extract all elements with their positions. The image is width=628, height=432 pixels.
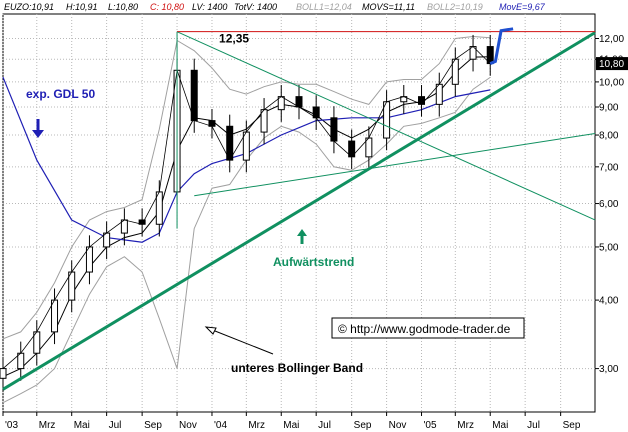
y-axis-ticks: 3,004,005,006,007,008,009,0010,0011,0012…	[595, 34, 624, 375]
header-move: MovE=9,67	[499, 2, 546, 12]
header-bg	[0, 0, 628, 13]
x-tick-label: Sep	[144, 420, 162, 431]
x-axis-ticks: '03 Mrz Mai Jul Sep Nov '04 Mrz Mai Jul Sep Nov '05 M…	[2, 412, 581, 431]
header-totv: TotV: 1400	[234, 2, 277, 12]
x-tick-label: Jul	[527, 420, 540, 431]
candle-body	[155, 191, 163, 225]
y-tick-label: 12,00	[599, 34, 624, 45]
header-movs: MOVS=11,11	[362, 2, 415, 12]
candle-body	[365, 137, 373, 158]
x-tick-label: Mrz	[248, 420, 265, 431]
ema-label: exp. GDL 50	[26, 87, 95, 101]
x-tick-label: Mrz	[457, 420, 474, 431]
header-lv: LV: 1400	[192, 2, 227, 12]
ema-arrow-icon	[32, 119, 44, 138]
candle-body	[190, 69, 198, 122]
x-tick-label: Mai	[492, 420, 508, 431]
trend-line	[176, 31, 596, 221]
candle-body	[330, 117, 338, 142]
y-tick-label: 3,00	[599, 364, 619, 375]
header-boll2: BOLL2=10,19	[427, 2, 483, 12]
candle-body	[226, 125, 234, 161]
x-tick-label: Mrz	[39, 420, 56, 431]
trend-label: Aufwärtstrend	[273, 255, 354, 269]
y-tick-label: 4,00	[599, 296, 619, 307]
x-tick-label: Jul	[109, 420, 122, 431]
candle-body	[51, 299, 59, 333]
x-tick-label: '04	[214, 420, 227, 431]
x-tick-label: Jul	[318, 420, 331, 431]
plot-frame	[2, 13, 596, 413]
candle-body	[68, 271, 76, 301]
y-tick-label: 10,00	[599, 77, 624, 88]
forecast-line	[489, 27, 514, 65]
last-close-value: 10,80	[599, 59, 624, 70]
x-tick-label: Mai	[283, 420, 299, 431]
y-tick-label: 6,00	[599, 199, 619, 210]
last-close-tag: 10,80	[596, 57, 628, 71]
peak-label: 12,35	[219, 32, 249, 46]
source-box: © http://www.godmode-trader.de	[331, 317, 525, 339]
candle-body	[260, 109, 268, 133]
header-low: L:10,80	[108, 2, 138, 12]
x-tick-label: '03	[5, 420, 18, 431]
header-boll1: BOLL1=12,04	[296, 2, 352, 12]
trend-line	[2, 31, 596, 391]
header-close: C: 10,80	[150, 2, 184, 12]
header-high: H:10,91	[66, 2, 98, 12]
bollinger-label: unteres Bollinger Band	[231, 361, 363, 375]
y-tick-label: 7,00	[599, 162, 619, 173]
header-legend: EUZ O:10,91 H:10,91 L:10,80 C: 10,80 LV:…	[4, 2, 546, 12]
candle-body	[383, 101, 391, 139]
header-open: O:10,91	[22, 2, 54, 12]
y-tick-label: 9,00	[599, 102, 619, 113]
ema-line	[2, 76, 491, 243]
source-url: © http://www.godmode-trader.de	[338, 322, 511, 336]
bollinger-upper-line	[2, 35, 491, 340]
price-path	[2, 46, 491, 369]
candle-body	[17, 352, 25, 370]
bollinger-arrow-icon	[204, 326, 274, 355]
source-box-frame	[331, 317, 525, 339]
x-tick-label: Nov	[389, 420, 407, 431]
header-symbol: EUZ	[4, 2, 23, 12]
x-tick-label: Nov	[179, 420, 197, 431]
candle-body	[85, 246, 93, 273]
grid-lines	[2, 14, 595, 412]
x-tick-label: Sep	[563, 420, 581, 431]
trend-lines	[2, 27, 596, 391]
x-tick-label: Sep	[354, 420, 372, 431]
y-tick-label: 5,00	[599, 242, 619, 253]
candle-body	[0, 368, 7, 379]
ema-polyline	[2, 76, 491, 243]
x-tick-label: Mai	[74, 420, 90, 431]
trend-line	[194, 133, 596, 197]
trend-arrow-icon	[297, 229, 307, 244]
y-tick-label: 8,00	[599, 131, 619, 142]
x-tick-label: '05	[424, 420, 437, 431]
